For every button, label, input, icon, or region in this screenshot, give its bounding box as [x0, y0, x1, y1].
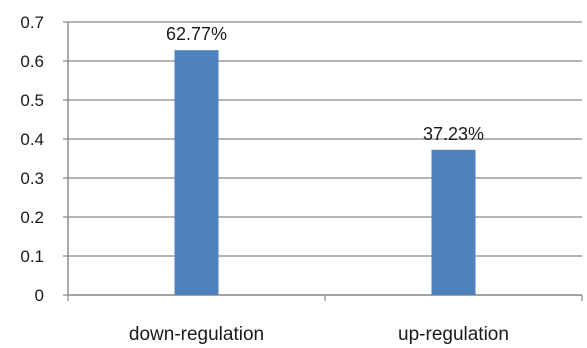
- bar-up-regulation: [431, 149, 476, 295]
- data-label: 62.77%: [166, 24, 227, 44]
- bars: [174, 50, 476, 296]
- y-tick-label: 0.3: [20, 169, 44, 188]
- bar-down-regulation: [174, 50, 219, 296]
- y-tick-label: 0.2: [20, 208, 44, 227]
- y-tick-label: 0.1: [20, 247, 44, 266]
- y-tick-label: 0.6: [20, 52, 44, 71]
- y-tick-label: 0.7: [20, 13, 44, 32]
- axes: [63, 21, 583, 301]
- y-tick-label: 0.4: [20, 130, 44, 149]
- y-tick-label: 0.5: [20, 91, 44, 110]
- data-label: 37.23%: [423, 124, 484, 144]
- x-category-label: down-regulation: [129, 324, 264, 345]
- y-tick-label: 0: [35, 286, 44, 305]
- gridlines: [68, 21, 582, 257]
- labels: 0 0.1 0.2 0.3 0.4 0.5 0.6 0.7 62.77% down-regulat…: [20, 13, 509, 345]
- x-category-label: up-regulation: [398, 324, 509, 345]
